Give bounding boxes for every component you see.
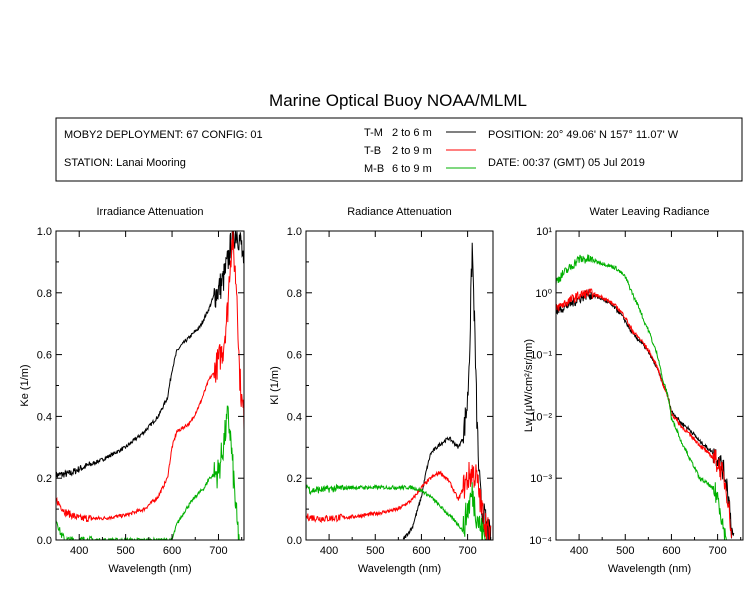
legend-code-mb: M-B bbox=[364, 163, 384, 175]
y-tick-label: 1.0 bbox=[287, 226, 302, 238]
series-line-t-b bbox=[306, 461, 492, 540]
x-tick-label: 700 bbox=[209, 545, 227, 557]
x-tick-label: 500 bbox=[616, 545, 634, 557]
legend-range-tb: 2 to 9 m bbox=[392, 145, 432, 157]
series-line-t-m bbox=[556, 289, 735, 539]
x-axis-label: Wavelength (nm) bbox=[608, 563, 691, 575]
plot-frame bbox=[55, 230, 245, 541]
series-line-m-b bbox=[56, 405, 240, 540]
y-tick-label: 10⁻³ bbox=[530, 473, 552, 485]
plot-frame bbox=[555, 230, 744, 541]
info-box-border bbox=[55, 117, 743, 182]
y-tick-label: 0.6 bbox=[287, 350, 302, 362]
y-tick-label: 0.6 bbox=[37, 350, 52, 362]
y-tick-label: 10⁻² bbox=[530, 411, 552, 423]
x-tick-label: 400 bbox=[70, 545, 88, 557]
x-tick-label: 600 bbox=[662, 545, 680, 557]
y-tick-label: 0.4 bbox=[287, 411, 302, 423]
panel-radiance: Radiance Attenuation 400 500 600 700 0.0 0.2 0.… bbox=[269, 206, 494, 575]
figure-title: Marine Optical Buoy NOAA/MLML bbox=[269, 91, 527, 110]
info-box: MOBY2 DEPLOYMENT: 67 CONFIG: 01 STATION:… bbox=[55, 117, 743, 182]
y-axis-label: Ke (1/m) bbox=[19, 364, 31, 406]
x-tick-label: 700 bbox=[458, 545, 476, 557]
legend-code-tb: T-B bbox=[364, 145, 381, 157]
y-tick-label: 1.0 bbox=[37, 226, 52, 238]
legend-range-tm: 2 to 6 m bbox=[392, 127, 432, 139]
y-axis-label: Kl (1/m) bbox=[269, 366, 281, 405]
series-line-m-b bbox=[556, 254, 727, 540]
series-line-m-b bbox=[306, 482, 487, 540]
x-tick-label: 500 bbox=[366, 545, 384, 557]
y-tick-label: 0.4 bbox=[37, 411, 52, 423]
panel-title: Irradiance Attenuation bbox=[96, 206, 203, 218]
y-tick-label: 0.8 bbox=[287, 288, 302, 300]
series-group bbox=[306, 242, 492, 540]
legend-range-mb: 6 to 9 m bbox=[392, 163, 432, 175]
y-tick-label: 0.2 bbox=[37, 473, 52, 485]
series-line-t-b bbox=[56, 231, 244, 523]
panel-title: Water Leaving Radiance bbox=[589, 206, 709, 218]
x-tick-label: 500 bbox=[116, 545, 134, 557]
y-tick-label: 0.8 bbox=[37, 288, 52, 300]
y-tick-label: 0.0 bbox=[37, 535, 52, 547]
panel-water-leaving: Water Leaving Radiance 400 500 600 700 10⁻⁴ 10… bbox=[523, 206, 744, 575]
legend-code-tm: T-M bbox=[364, 127, 383, 139]
y-tick-label: 0.2 bbox=[287, 473, 302, 485]
date-text: DATE: 00:37 (GMT) 05 Jul 2019 bbox=[488, 157, 645, 169]
station-text: STATION: Lanai Mooring bbox=[64, 157, 186, 169]
panels: Irradiance Attenuation 400 500 600 700 0.0 0.2… bbox=[19, 206, 744, 575]
x-axis-label: Wavelength (nm) bbox=[108, 563, 191, 575]
y-tick-label: 0.0 bbox=[287, 535, 302, 547]
panel-title: Radiance Attenuation bbox=[347, 206, 452, 218]
series-line-t-m bbox=[402, 242, 492, 540]
legend: T-M 2 to 6 m T-B 2 to 9 m M-B 6 to 9 m bbox=[364, 127, 476, 175]
y-tick-label: 10⁰ bbox=[535, 288, 552, 300]
x-tick-label: 400 bbox=[320, 545, 338, 557]
series-line-t-m bbox=[56, 231, 244, 479]
deployment-text: MOBY2 DEPLOYMENT: 67 CONFIG: 01 bbox=[64, 129, 263, 141]
y-tick-label: 10⁻¹ bbox=[530, 350, 552, 362]
x-tick-label: 600 bbox=[412, 545, 430, 557]
y-tick-label: 10⁻⁴ bbox=[529, 535, 552, 547]
y-tick-label: 10¹ bbox=[536, 226, 552, 238]
x-tick-label: 400 bbox=[570, 545, 588, 557]
x-tick-label: 600 bbox=[163, 545, 181, 557]
x-tick-label: 700 bbox=[708, 545, 726, 557]
series-group bbox=[56, 231, 244, 540]
x-axis-label: Wavelength (nm) bbox=[358, 563, 441, 575]
position-text: POSITION: 20° 49.06' N 157° 11.07' W bbox=[488, 129, 679, 141]
series-line-t-b bbox=[556, 288, 732, 538]
series-group bbox=[556, 254, 735, 540]
panel-irradiance: Irradiance Attenuation 400 500 600 700 0.0 0.2… bbox=[19, 206, 245, 575]
y-axis-label: Lw (μW/cm²/sr/nm) bbox=[523, 339, 535, 432]
